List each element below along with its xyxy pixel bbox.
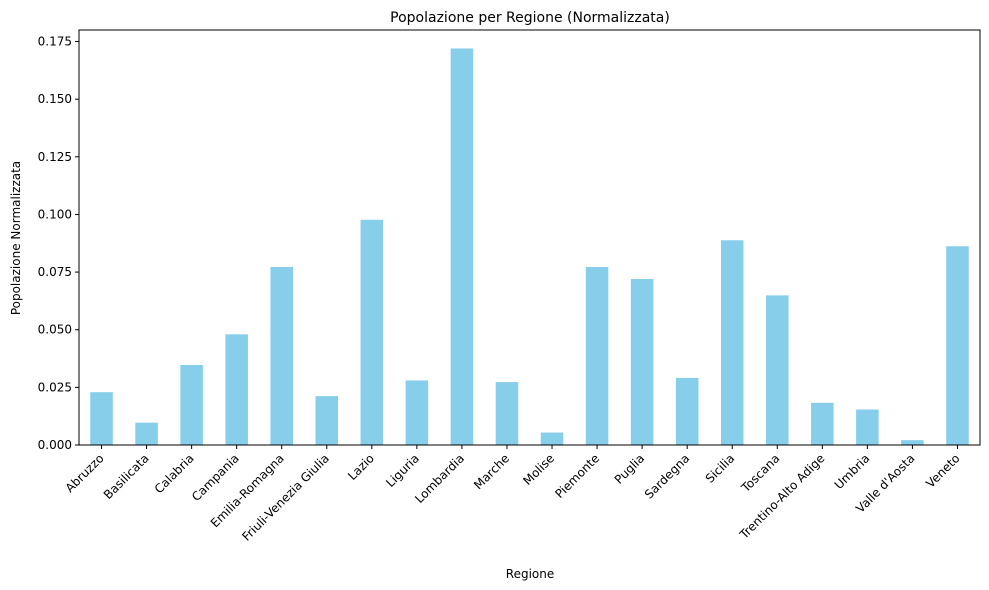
y-tick-label: 0.000 — [38, 438, 72, 452]
x-tick-label: Sicilia — [703, 451, 738, 486]
bar-puglia — [630, 279, 654, 445]
x-tick-label: Friuli-Venezia Giulia — [239, 451, 332, 544]
x-tick-label: Basilicata — [101, 451, 152, 502]
x-tick-label: Umbria — [832, 451, 873, 492]
bar-umbria — [856, 409, 879, 445]
y-axis-title: Popolazione Normalizzata — [9, 161, 23, 315]
bar-calabria — [180, 365, 203, 445]
bar-molise — [540, 432, 564, 445]
bar-abruzzo — [90, 392, 113, 445]
y-tick-label: 0.025 — [38, 380, 72, 394]
bar-piemonte — [585, 267, 609, 445]
bar-toscana — [766, 295, 789, 445]
y-tick-label: 0.150 — [38, 92, 72, 106]
bar-sardegna — [675, 377, 699, 445]
y-axis: 0.000 0.025 0.050 0.075 0.100 0.125 0.150 0.175 — [38, 35, 79, 452]
x-tick-label: Piemonte — [552, 451, 602, 501]
x-tick-label: Sardegna — [642, 451, 692, 501]
bar-valle-d-aosta — [901, 440, 924, 445]
bar-veneto — [946, 246, 969, 445]
x-tick-label: Marche — [471, 451, 512, 492]
x-tick-label: Abruzzo — [63, 451, 107, 495]
x-tick-label: Trentino-Alto Adige — [736, 451, 827, 542]
y-tick-label: 0.075 — [38, 265, 72, 279]
x-tick-label: Liguria — [383, 451, 422, 490]
bar-liguria — [405, 380, 429, 445]
y-tick-label: 0.050 — [38, 323, 72, 337]
x-tick-label: Puglia — [612, 451, 648, 487]
x-tick-label: Lombardia — [412, 451, 467, 506]
x-tick-label: Calabria — [152, 451, 197, 496]
bar-campania — [225, 334, 248, 445]
bar-sicilia — [720, 240, 744, 445]
bar-basilicata — [135, 422, 158, 445]
chart-title: Popolazione per Regione (Normalizzata) — [390, 10, 670, 26]
y-tick-label: 0.125 — [38, 150, 72, 164]
bar-marche — [495, 382, 519, 445]
bar-trentino-alto-adige — [811, 402, 834, 445]
bar-lazio — [360, 219, 384, 445]
y-tick-label: 0.100 — [38, 207, 72, 221]
x-tick-label: Toscana — [738, 451, 782, 495]
bar-emilia-romagna — [270, 267, 293, 445]
plot-frame — [78, 29, 981, 446]
bars-group — [90, 48, 969, 445]
bar-lombardia — [450, 48, 474, 445]
x-tick-label: Lazio — [345, 451, 377, 483]
bar-friuli-venezia-giulia — [315, 396, 339, 445]
y-tick-label: 0.175 — [38, 35, 72, 49]
x-tick-label: Molise — [520, 451, 557, 488]
x-axis-title: Regione — [506, 567, 554, 581]
x-tick-label: Veneto — [923, 451, 962, 490]
